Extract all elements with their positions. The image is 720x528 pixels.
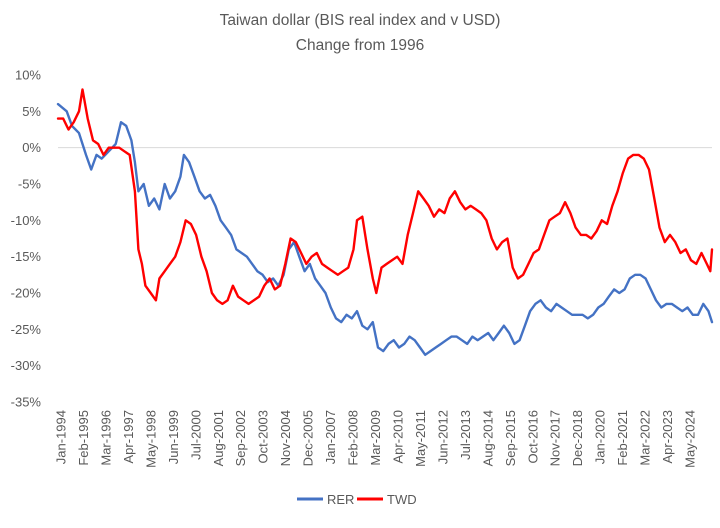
x-tick-label: Apr-2023 <box>660 410 675 463</box>
legend-label-rer: RER <box>327 492 354 507</box>
y-axis-tick-labels: 10% 5% 0% -5% -10% -15% -20% -25% -30% -35% <box>11 68 42 410</box>
x-tick-label: Sep-2002 <box>233 410 248 466</box>
x-tick-label: Aug-2001 <box>211 410 226 466</box>
x-tick-label: Aug-2014 <box>480 410 495 466</box>
x-tick-label: May-1998 <box>143 410 158 468</box>
x-tick-label: Apr-1997 <box>121 410 136 463</box>
chart-subtitle: Change from 1996 <box>296 37 424 54</box>
chart-title: Taiwan dollar (BIS real index and v USD) <box>220 12 501 29</box>
y-tick-label: -25% <box>11 322 42 337</box>
series-line-rer <box>56 102 714 356</box>
x-tick-label: Dec-2005 <box>301 410 316 466</box>
x-tick-label: Feb-2008 <box>346 410 361 466</box>
series-lines <box>56 88 714 356</box>
x-tick-label: Dec-2018 <box>570 410 585 466</box>
x-tick-label: Feb-1995 <box>76 410 91 466</box>
y-tick-label: 5% <box>22 104 41 119</box>
x-tick-label: Feb-2021 <box>615 410 630 466</box>
x-tick-label: Jan-2020 <box>593 410 608 464</box>
y-tick-label: 0% <box>22 140 41 155</box>
x-tick-label: Jul-2013 <box>458 410 473 460</box>
x-tick-label: Jan-2007 <box>323 410 338 464</box>
x-tick-label: Jan-1994 <box>54 410 69 464</box>
y-tick-label: -10% <box>11 213 42 228</box>
y-tick-label: 10% <box>15 68 41 83</box>
x-tick-label: Mar-2022 <box>638 410 653 466</box>
y-tick-label: -15% <box>11 249 42 264</box>
x-tick-label: Nov-2017 <box>548 410 563 466</box>
x-tick-label: May-2011 <box>413 410 428 467</box>
x-tick-label: Mar-2009 <box>368 410 383 466</box>
y-tick-label: -5% <box>18 177 42 192</box>
x-tick-label: Oct-2016 <box>525 410 540 463</box>
x-tick-label: Sep-2015 <box>503 410 518 466</box>
x-tick-label: Nov-2004 <box>278 410 293 466</box>
y-tick-label: -30% <box>11 358 42 373</box>
y-tick-label: -20% <box>11 286 42 301</box>
y-tick-label: -35% <box>11 395 42 410</box>
legend: RER TWD <box>297 492 417 507</box>
legend-label-twd: TWD <box>387 492 417 507</box>
x-tick-label: Jun-2012 <box>435 410 450 464</box>
x-tick-label: Oct-2003 <box>256 410 271 463</box>
x-axis-tick-labels: Jan-1994 Feb-1995 Mar-1996 Apr-1997 May-1998… <box>54 410 698 468</box>
x-tick-label: Jun-1999 <box>166 410 181 464</box>
series-line-twd <box>56 88 714 306</box>
x-tick-label: Jul-2000 <box>188 410 203 460</box>
x-tick-label: May-2024 <box>683 410 698 468</box>
x-tick-label: Mar-1996 <box>98 410 113 466</box>
x-tick-label: Apr-2010 <box>390 410 405 463</box>
